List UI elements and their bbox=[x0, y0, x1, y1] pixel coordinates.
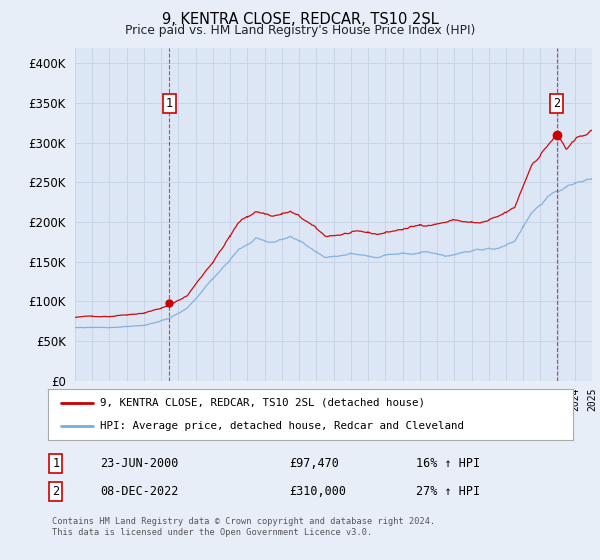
Text: 27% ↑ HPI: 27% ↑ HPI bbox=[415, 485, 479, 498]
Text: 23-JUN-2000: 23-JUN-2000 bbox=[101, 457, 179, 470]
Text: 9, KENTRA CLOSE, REDCAR, TS10 2SL: 9, KENTRA CLOSE, REDCAR, TS10 2SL bbox=[161, 12, 439, 27]
Text: £310,000: £310,000 bbox=[290, 485, 347, 498]
Text: 16% ↑ HPI: 16% ↑ HPI bbox=[415, 457, 479, 470]
Text: 1: 1 bbox=[52, 457, 59, 470]
Text: Contains HM Land Registry data © Crown copyright and database right 2024.: Contains HM Land Registry data © Crown c… bbox=[52, 517, 436, 526]
Text: HPI: Average price, detached house, Redcar and Cleveland: HPI: Average price, detached house, Redc… bbox=[101, 421, 464, 431]
Text: £97,470: £97,470 bbox=[290, 457, 340, 470]
Text: 9, KENTRA CLOSE, REDCAR, TS10 2SL (detached house): 9, KENTRA CLOSE, REDCAR, TS10 2SL (detac… bbox=[101, 398, 425, 408]
Text: 2: 2 bbox=[52, 485, 59, 498]
Text: 2: 2 bbox=[553, 97, 560, 110]
Text: Price paid vs. HM Land Registry's House Price Index (HPI): Price paid vs. HM Land Registry's House … bbox=[125, 24, 475, 37]
Text: 1: 1 bbox=[166, 97, 173, 110]
Text: 08-DEC-2022: 08-DEC-2022 bbox=[101, 485, 179, 498]
Text: This data is licensed under the Open Government Licence v3.0.: This data is licensed under the Open Gov… bbox=[52, 529, 373, 538]
